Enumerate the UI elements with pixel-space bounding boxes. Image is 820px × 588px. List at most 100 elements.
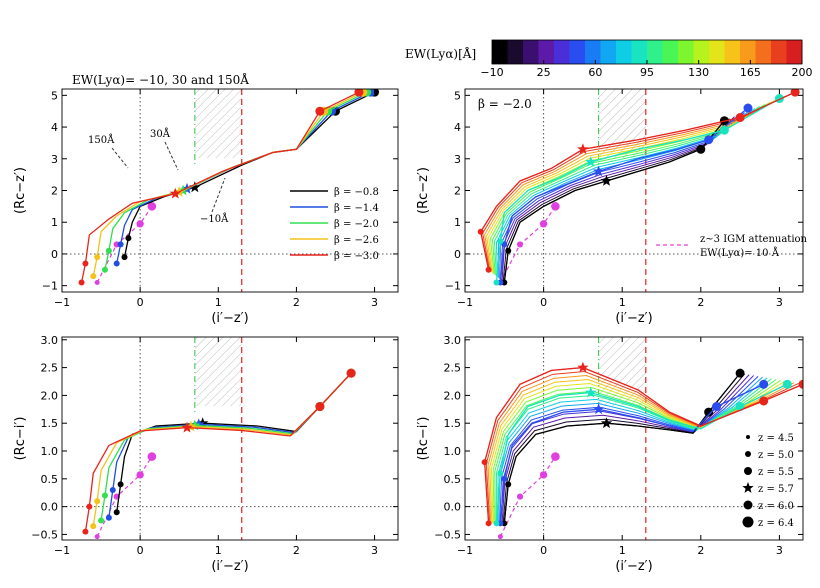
data-point	[117, 481, 124, 488]
data-point	[505, 247, 512, 254]
y-tick-label: 1.0	[41, 445, 59, 458]
y-tick-label: 3.0	[444, 334, 462, 347]
colorbar-cell	[538, 40, 555, 64]
data-point	[719, 125, 729, 135]
colorbar-cell	[662, 40, 679, 64]
data-point	[696, 144, 706, 154]
x-tick-label: 2	[697, 544, 704, 557]
data-point	[101, 266, 108, 273]
data-point	[493, 520, 500, 527]
data-point	[86, 503, 93, 510]
x-tick-label: 1	[619, 296, 626, 309]
y-axis-label: (Rc−i′)	[416, 417, 431, 461]
x-tick-label: 0	[540, 296, 547, 309]
y-axis-label: (Rc−z′)	[416, 167, 431, 214]
colorbar-cell	[724, 40, 741, 64]
y-axis-label: (Rc−z′)	[13, 167, 28, 214]
z57-star	[577, 143, 589, 155]
colorbar-cell	[507, 40, 524, 64]
data-point	[704, 135, 714, 145]
y-tick-label: 5	[51, 89, 58, 102]
igm-point	[147, 452, 157, 461]
x-axis-label: (i′−z′)	[615, 559, 652, 574]
legend-label: z = 6.4	[758, 518, 794, 529]
colorbar-cell	[709, 40, 725, 64]
x-tick-label: 2	[697, 296, 704, 309]
y-tick-label: 2	[454, 185, 461, 198]
legend-label: z = 6.0	[758, 501, 794, 512]
z57-star	[585, 386, 597, 398]
panel-bottom-right: −1 0 1 2 3 −0.5 0.0 0.5 1.0 1.5 2.0 2.5 3.0 (i′−z′) (R…	[416, 334, 804, 574]
x-tick-label: 2	[293, 544, 300, 557]
y-tick-label: −1	[445, 280, 461, 293]
colorbar-ticks: −10 25 60 95 130 165 200	[480, 60, 813, 79]
legend-label: z = 5.5	[758, 467, 794, 478]
igm-point	[136, 220, 144, 228]
y-tick-label: 1.0	[444, 445, 462, 458]
colorbar-cell	[786, 40, 803, 64]
legend-marker	[745, 451, 751, 457]
ew-track	[492, 103, 766, 276]
x-tick-label: 1	[215, 544, 222, 557]
legend-marker	[744, 467, 752, 475]
x-tick-label: 2	[293, 296, 300, 309]
data-point	[485, 266, 492, 273]
y-tick-label: 0.5	[41, 473, 59, 486]
y-tick-label: 2.0	[41, 389, 59, 402]
data-point	[704, 407, 714, 417]
igm-point	[516, 493, 524, 500]
panel-1-title: EW(Lyα)= −10, 30 and 150Å	[72, 72, 249, 87]
annotation-leader	[211, 177, 226, 213]
legend-label: β = −0.8	[334, 187, 379, 198]
series-line	[116, 91, 371, 264]
colorbar-tick-label: −10	[480, 66, 503, 79]
z57-star	[600, 417, 613, 429]
legend-marker	[742, 482, 754, 493]
legend-label: β = −3.0	[334, 251, 379, 262]
y-tick-label: −1	[42, 280, 58, 293]
y-tick-label: 1.5	[41, 417, 59, 430]
data-point	[105, 247, 112, 254]
x-axis-label: (i′−z′)	[211, 311, 248, 326]
x-tick-label: 1	[215, 296, 222, 309]
data-point	[497, 470, 504, 477]
data-point	[481, 459, 488, 466]
axes-frame	[61, 336, 399, 541]
y-tick-label: 3.0	[41, 334, 59, 347]
y-tick-label: 1	[51, 216, 58, 229]
y-tick-label: 0.0	[444, 501, 462, 514]
z57-star	[169, 187, 181, 199]
data-point	[315, 402, 325, 412]
colorbar-cell	[569, 40, 586, 64]
colorbar: EW(Lyα)[Å] −10 25 60 95 130 165 200	[405, 39, 813, 79]
annotation-leader	[164, 141, 179, 171]
colorbar-tick-label: 130	[688, 66, 709, 79]
data-point	[501, 475, 508, 482]
colorbar-cell	[600, 40, 617, 64]
data-point	[90, 523, 97, 530]
colorbar-tick-label: 200	[792, 66, 813, 79]
hatched-region	[194, 337, 242, 407]
ew-track	[500, 114, 740, 280]
series-line	[503, 120, 725, 283]
y-tick-label: 0	[454, 248, 461, 261]
ew-track	[482, 93, 791, 271]
data-point	[98, 517, 105, 524]
igm-point	[147, 202, 157, 211]
x-tick-label: 3	[371, 296, 378, 309]
data-point	[712, 402, 722, 412]
annotation-label: 30Å	[150, 128, 171, 140]
series-line	[480, 91, 796, 270]
data-point	[82, 260, 89, 267]
series-line	[495, 97, 780, 283]
hatched-region	[194, 89, 242, 159]
panel-2-title: β = −2.0	[478, 97, 532, 111]
legend-label: β = −2.0	[334, 219, 379, 230]
z57-star	[181, 421, 193, 433]
igm-point	[136, 471, 144, 479]
z57-star	[189, 181, 201, 193]
x-tick-label: 3	[371, 544, 378, 557]
colorbar-tick-label: 95	[640, 66, 654, 79]
x-tick-label: 3	[776, 296, 783, 309]
data-point	[743, 103, 753, 113]
